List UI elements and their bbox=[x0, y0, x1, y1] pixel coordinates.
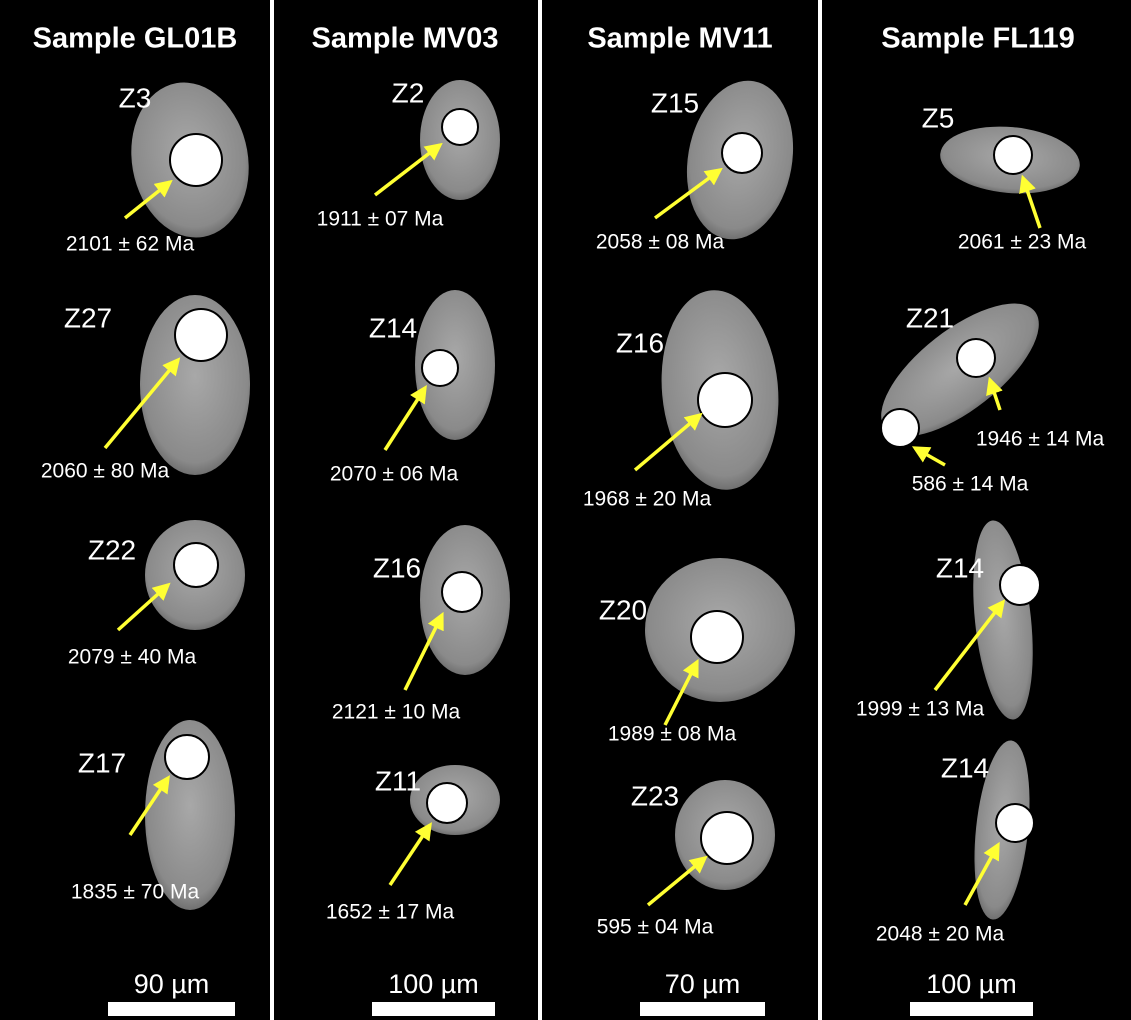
arrow bbox=[633, 412, 703, 472]
age-label: 1652 ± 17 Ma bbox=[326, 901, 455, 924]
analysis-spot bbox=[697, 372, 753, 428]
analysis-spot bbox=[999, 564, 1041, 606]
age-label: 2060 ± 80 Ma bbox=[41, 460, 170, 483]
arrow bbox=[123, 179, 173, 220]
age-label: 595 ± 04 Ma bbox=[597, 916, 714, 939]
scale-bar-label: 70 µm bbox=[665, 969, 741, 999]
analysis-spot bbox=[995, 803, 1035, 843]
grain-label: Z3 bbox=[119, 82, 152, 113]
separator bbox=[270, 0, 274, 1020]
analysis-spot bbox=[164, 734, 210, 780]
analysis-spot bbox=[169, 133, 223, 187]
grain-label: Z2 bbox=[392, 77, 425, 108]
analysis-spot bbox=[700, 811, 754, 865]
scale-bar-label: 100 µm bbox=[926, 969, 1017, 999]
analysis-spot bbox=[721, 132, 763, 174]
scale-bar bbox=[108, 1002, 235, 1016]
grain-label: Z5 bbox=[922, 102, 955, 133]
arrow bbox=[646, 855, 708, 907]
arrow bbox=[933, 599, 1006, 692]
grain-label: Z15 bbox=[651, 87, 699, 118]
arrow bbox=[103, 357, 181, 450]
panel-title: Sample GL01B bbox=[33, 23, 238, 55]
age-label: 1989 ± 08 Ma bbox=[608, 723, 737, 746]
analysis-spot bbox=[690, 610, 744, 664]
arrow bbox=[383, 385, 427, 451]
age-label: 1999 ± 13 Ma bbox=[856, 698, 985, 721]
arrow bbox=[373, 142, 443, 197]
scale-bar bbox=[640, 1002, 765, 1016]
arrow bbox=[653, 167, 723, 220]
grain-label: Z16 bbox=[373, 552, 421, 583]
separator bbox=[818, 0, 822, 1020]
grain-label: Z16 bbox=[616, 327, 664, 358]
age-label: 1968 ± 20 Ma bbox=[583, 488, 712, 511]
analysis-spot bbox=[993, 135, 1033, 175]
grain-label: Z14 bbox=[941, 752, 989, 783]
scale-bar-label: 100 µm bbox=[388, 969, 479, 999]
arrow bbox=[116, 582, 171, 632]
arrow bbox=[388, 822, 432, 886]
scale-bar bbox=[910, 1002, 1033, 1016]
analysis-spot bbox=[880, 408, 920, 448]
age-label: 2058 ± 08 Ma bbox=[596, 231, 725, 254]
grain-label: Z21 bbox=[906, 302, 954, 333]
grain-label: Z27 bbox=[64, 302, 112, 333]
arrow bbox=[911, 446, 946, 467]
scale-bar-label: 90 µm bbox=[134, 969, 210, 999]
grain-label: Z14 bbox=[936, 552, 984, 583]
scale-bar bbox=[372, 1002, 495, 1016]
arrow bbox=[986, 376, 1003, 411]
age-label: 1911 ± 07 Ma bbox=[317, 208, 444, 231]
arrow bbox=[963, 841, 1000, 906]
separator bbox=[538, 0, 542, 1020]
age-label: 1835 ± 70 Ma bbox=[71, 881, 200, 904]
age-label: 2061 ± 23 Ma bbox=[958, 231, 1087, 254]
analysis-spot bbox=[421, 349, 459, 387]
grain-label: Z22 bbox=[88, 534, 136, 565]
arrow bbox=[403, 611, 444, 691]
age-label: 586 ± 14 Ma bbox=[912, 473, 1029, 496]
analysis-spot bbox=[173, 542, 219, 588]
arrow bbox=[128, 775, 170, 836]
analysis-spot bbox=[426, 782, 468, 824]
grain-label: Z20 bbox=[599, 594, 647, 625]
age-label: 2121 ± 10 Ma bbox=[332, 701, 461, 724]
arrow bbox=[1019, 174, 1042, 229]
analysis-spot bbox=[956, 338, 996, 378]
grain-label: Z23 bbox=[631, 780, 679, 811]
grain-label: Z11 bbox=[375, 765, 421, 796]
analysis-spot bbox=[441, 571, 483, 613]
panel-title: Sample MV03 bbox=[312, 23, 499, 55]
analysis-spot bbox=[174, 308, 228, 362]
age-label: 2048 ± 20 Ma bbox=[876, 923, 1005, 946]
arrow bbox=[663, 658, 699, 726]
age-label: 2070 ± 06 Ma bbox=[330, 463, 459, 486]
age-label: 1946 ± 14 Ma bbox=[976, 428, 1105, 451]
panel-title: Sample FL119 bbox=[881, 23, 1074, 55]
age-label: 2101 ± 62 Ma bbox=[66, 233, 195, 256]
analysis-spot bbox=[441, 108, 479, 146]
grain-label: Z17 bbox=[78, 747, 126, 778]
age-label: 2079 ± 40 Ma bbox=[68, 646, 197, 669]
grain-label: Z14 bbox=[369, 312, 417, 343]
panel-title: Sample MV11 bbox=[587, 23, 772, 55]
